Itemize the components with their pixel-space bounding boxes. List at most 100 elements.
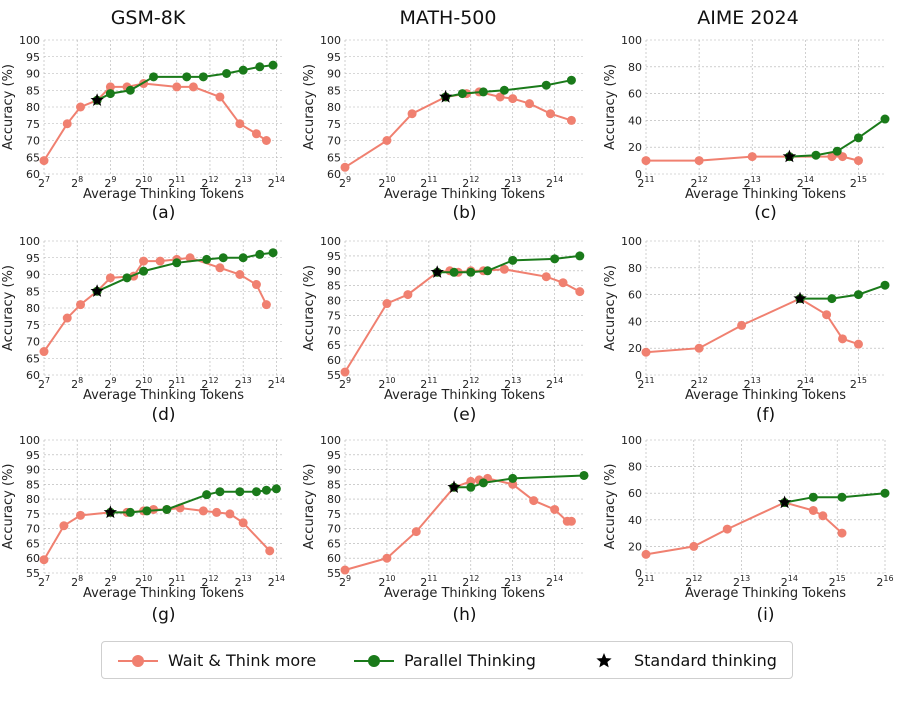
legend-label-wait: Wait & Think more xyxy=(168,650,317,670)
wait-think-more-point xyxy=(105,82,115,92)
y-tick-label: 65 xyxy=(327,151,341,164)
x-tick-label: 213 xyxy=(504,574,521,589)
parallel-thinking-point xyxy=(142,506,152,516)
x-axis-label: Average Thinking Tokens xyxy=(685,586,846,601)
x-axis-label: Average Thinking Tokens xyxy=(685,187,846,202)
parallel-thinking-point xyxy=(122,273,132,283)
y-tick-label: 70 xyxy=(327,135,341,148)
parallel-thinking-point xyxy=(255,249,265,259)
panel-caption: (i) xyxy=(757,605,775,625)
standard-thinking-star xyxy=(793,291,807,305)
parallel-thinking-line xyxy=(800,284,886,300)
x-tick-label: 210 xyxy=(135,574,152,589)
wait-think-more-point xyxy=(853,339,863,349)
y-axis-label: Accuracy (%) xyxy=(603,64,618,150)
x-tick-label: 212 xyxy=(462,175,479,190)
parallel-thinking-point xyxy=(457,89,467,99)
wait-think-more-point xyxy=(641,347,651,357)
y-tick-label: 90 xyxy=(327,68,341,81)
legend-item-wait: Wait & Think more xyxy=(118,642,316,678)
y-tick-label: 100 xyxy=(19,34,40,47)
wait-think-more-point xyxy=(198,506,208,516)
parallel-thinking-point xyxy=(880,114,890,124)
wait-think-more-point xyxy=(495,92,505,102)
standard-thinking-star xyxy=(782,149,797,163)
wait-think-more-point xyxy=(403,290,413,300)
panel-caption: (e) xyxy=(453,405,477,425)
x-tick-label: 29 xyxy=(339,175,351,190)
x-tick-label: 27 xyxy=(38,574,50,589)
panel-caption: (a) xyxy=(152,203,176,223)
wait-think-more-point xyxy=(139,256,149,266)
wait-think-more-point xyxy=(39,347,49,357)
x-tick-label: 213 xyxy=(235,175,252,190)
y-tick-label: 90 xyxy=(26,464,40,477)
parallel-thinking-point xyxy=(837,492,847,502)
standard-thinking-star xyxy=(90,93,104,106)
y-tick-label: 90 xyxy=(26,68,40,81)
wait-think-more-point xyxy=(235,270,245,279)
wait-think-more-point xyxy=(529,496,539,506)
panel-caption: (b) xyxy=(452,203,476,223)
wait-think-more-point xyxy=(212,507,222,517)
legend-label-standard: Standard thinking xyxy=(634,650,777,670)
standard-thinking-star xyxy=(103,505,117,519)
panel-f: 0 20 40 60 80 100 211 212 213 214 215 Average Think… xyxy=(603,235,890,425)
y-tick-label: 85 xyxy=(26,285,40,298)
y-tick-label: 85 xyxy=(26,84,40,97)
parallel-thinking-point xyxy=(499,85,509,95)
wait-think-more-point xyxy=(808,505,818,515)
x-tick-label: 215 xyxy=(850,376,867,391)
y-tick-label: 60 xyxy=(327,168,341,181)
wait-think-more-point xyxy=(76,510,86,520)
y-tick-label: 65 xyxy=(327,537,341,550)
x-tick-label: 28 xyxy=(71,175,83,190)
wait-think-more-point xyxy=(499,264,509,274)
panel-a: 60 65 70 75 80 85 90 95 100 27 28 29 210 211 212 213 214… xyxy=(1,34,285,223)
x-tick-label: 214 xyxy=(781,574,798,589)
y-tick-label: 75 xyxy=(327,309,341,322)
wait-think-more-line xyxy=(344,90,572,169)
wait-think-more-point xyxy=(818,511,828,521)
wait-think-more-point xyxy=(235,119,245,129)
parallel-line-marker-icon xyxy=(354,653,394,667)
x-tick-label: 210 xyxy=(135,376,152,391)
wait-think-more-point xyxy=(172,82,182,92)
x-tick-label: 210 xyxy=(378,175,395,190)
x-tick-label: 212 xyxy=(685,574,702,589)
wait-think-more-point xyxy=(59,521,69,531)
parallel-thinking-point xyxy=(853,290,863,300)
wait-think-more-point xyxy=(550,504,560,514)
x-tick-label: 211 xyxy=(168,175,185,190)
panel-caption: (g) xyxy=(151,605,175,625)
wait-think-more-point xyxy=(541,272,551,282)
x-tick-label: 214 xyxy=(268,574,285,589)
parallel-thinking-point xyxy=(125,85,135,95)
wait-think-more-point xyxy=(251,280,261,290)
panel-b: 60 65 70 75 80 85 90 95 100 29 210 211 212 213 214Aver… xyxy=(302,34,584,223)
y-tick-label: 100 xyxy=(320,434,341,447)
y-tick-label: 60 xyxy=(26,168,40,181)
panel-d: 60 65 70 75 80 85 90 95 100 27 28 29 210 211 212 213 214… xyxy=(1,235,285,425)
y-tick-label: 85 xyxy=(327,84,341,97)
x-tick-label: 29 xyxy=(104,376,116,391)
y-tick-label: 75 xyxy=(26,319,40,332)
x-tick-label: 213 xyxy=(504,175,521,190)
parallel-thinking-point xyxy=(162,504,172,514)
wait-think-more-point xyxy=(105,273,115,283)
wait-think-more-point xyxy=(39,156,49,166)
x-tick-label: 210 xyxy=(378,376,395,391)
wait-think-more-point xyxy=(853,156,863,166)
wait-think-more-point xyxy=(251,129,261,139)
y-tick-label: 40 xyxy=(628,315,642,328)
wait-think-more-point xyxy=(261,300,271,310)
wait-think-more-point xyxy=(737,320,747,330)
wait-think-more-point xyxy=(185,253,195,263)
x-tick-label: 211 xyxy=(420,376,437,391)
wait-think-more-point xyxy=(382,136,392,145)
x-tick-label: 214 xyxy=(268,175,285,190)
legend-item-standard: Standard thinking xyxy=(584,642,777,678)
